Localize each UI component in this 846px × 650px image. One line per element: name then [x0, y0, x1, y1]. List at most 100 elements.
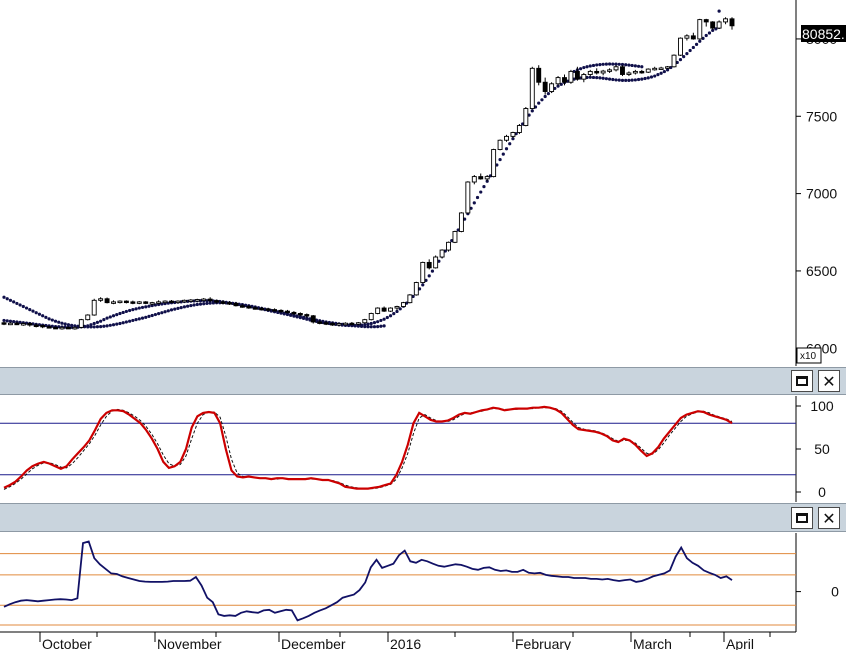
candle-up — [343, 322, 348, 326]
lower-band-dot — [421, 283, 425, 287]
upper-band-dot — [34, 311, 38, 315]
upper-band-dot — [292, 313, 296, 317]
lower-band-dot — [102, 318, 106, 322]
upper-band-dot — [53, 319, 58, 323]
lower-band-dot — [508, 142, 512, 146]
upper-band-dot — [182, 305, 186, 309]
lower-band-dot — [711, 28, 715, 33]
candle-up — [645, 68, 651, 73]
candle-up — [117, 300, 123, 304]
upper-band-dot — [24, 306, 29, 310]
candle-up — [355, 322, 361, 325]
candle-up — [684, 35, 690, 39]
lower-band-dot — [2, 318, 6, 323]
upper-band-dot — [144, 315, 148, 319]
lower-band-dot — [556, 84, 560, 88]
stochastic-pane-header: ✕ — [0, 367, 846, 395]
upper-band-dot — [198, 302, 203, 306]
stochastic-maximize-button[interactable] — [791, 370, 813, 392]
candle-up — [98, 298, 104, 301]
candle-up — [452, 231, 458, 243]
candle-up — [201, 298, 207, 302]
lower-band-dot — [5, 319, 9, 323]
last-price-label: 80852. — [802, 26, 845, 42]
lower-band-dot — [627, 78, 631, 82]
lower-band-dot — [427, 274, 431, 278]
upper-band-dot — [118, 321, 122, 326]
lower-band-dot — [540, 98, 544, 102]
candle-down — [46, 326, 52, 329]
upper-band-dot — [28, 308, 32, 312]
candle-up — [465, 181, 471, 214]
lower-band-dot — [131, 308, 135, 312]
lower-band-dot — [704, 33, 708, 38]
upper-band-dot — [611, 62, 615, 66]
time-tick-label: October — [42, 636, 92, 650]
candle-up — [72, 326, 78, 330]
candle-up — [85, 314, 91, 321]
upper-band-dot — [205, 301, 209, 306]
upper-band-dot — [186, 304, 190, 308]
candle-down — [104, 298, 110, 304]
upper-band-dot — [37, 312, 42, 316]
upper-band-dot — [607, 62, 612, 66]
candle-up — [433, 256, 439, 269]
time-tick-label: 2016 — [390, 636, 421, 650]
lower-band-dot — [707, 31, 712, 35]
lower-band-dot — [546, 92, 550, 96]
upper-band-dot — [147, 314, 151, 319]
upper-band-dot — [627, 63, 631, 67]
upper-band-dot — [134, 318, 138, 322]
upper-band-dot — [356, 324, 360, 328]
upper-band-dot — [140, 316, 145, 320]
lower-band-dot — [678, 58, 683, 62]
candle-up — [484, 176, 490, 180]
lower-band-dot — [640, 77, 644, 81]
lower-band-dot — [537, 101, 541, 105]
lower-band-dot — [694, 42, 699, 46]
lower-band-dot — [649, 75, 654, 79]
candle-down — [639, 70, 645, 74]
lower-band-dot — [543, 94, 547, 99]
candle-up — [671, 54, 677, 68]
time-tick-label: April — [726, 636, 754, 650]
candle-down — [381, 307, 387, 312]
maximize-icon — [796, 376, 808, 386]
candle-down — [323, 322, 329, 325]
lower-band-dot — [611, 77, 615, 82]
last-price-badge — [801, 25, 846, 42]
candle-down — [562, 77, 567, 83]
upper-band-dot — [640, 65, 644, 69]
upper-band-dot — [601, 62, 605, 66]
candle-down — [478, 176, 484, 180]
upper-band-dot — [301, 315, 306, 320]
lower-band-dot — [144, 305, 148, 309]
oscillator-close-button[interactable]: ✕ — [818, 507, 840, 529]
upper-band-dot — [195, 302, 199, 307]
lower-band-dot — [111, 314, 116, 318]
candle-down — [310, 315, 316, 323]
lower-band-dot — [385, 315, 389, 320]
upper-band-dot — [617, 62, 621, 66]
candle-down — [214, 300, 220, 303]
lower-band-dot — [598, 76, 602, 80]
lower-band-dot — [682, 55, 686, 59]
upper-band-dot — [595, 63, 599, 67]
candle-up — [516, 125, 522, 133]
upper-band-dot — [95, 325, 100, 329]
scale-factor-box — [796, 347, 822, 364]
upper-band-dot — [585, 65, 589, 69]
lower-band-dot — [124, 309, 129, 314]
upper-band-dot — [285, 312, 290, 316]
candle-down — [729, 18, 735, 27]
lower-band-dot — [392, 312, 396, 316]
lower-band-dot — [659, 71, 663, 75]
upper-band-dot — [208, 301, 212, 305]
upper-band-dot — [15, 301, 19, 306]
upper-band-dot — [202, 302, 206, 306]
stochastic-close-button[interactable]: ✕ — [818, 370, 840, 392]
oscillator-maximize-button[interactable] — [791, 507, 813, 529]
lower-band-dot — [150, 303, 154, 308]
upper-band-dot — [305, 316, 309, 320]
candle-up — [162, 300, 168, 304]
